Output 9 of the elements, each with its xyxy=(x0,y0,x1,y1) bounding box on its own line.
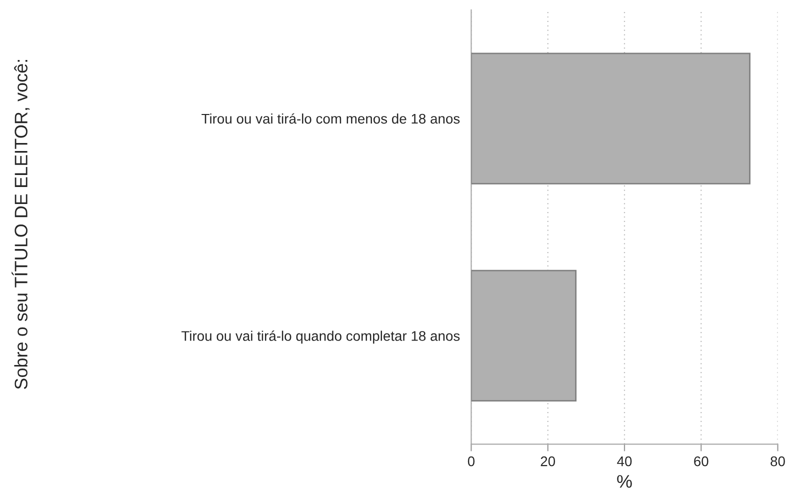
x-tick-label: 60 xyxy=(694,456,708,466)
y-tick-label: Tirou ou vai tirá-lo com menos de 18 anos xyxy=(202,113,460,124)
x-tick-label: 0 xyxy=(468,456,475,466)
x-tick-label: 40 xyxy=(617,456,632,466)
x-tick-label: 80 xyxy=(770,456,785,466)
text: Sobre o seu TÍTULO DE ELEITOR, você: xyxy=(12,60,30,390)
x-tick-label: 20 xyxy=(540,456,556,466)
x-axis-title: % xyxy=(617,475,632,488)
y-tick-label: Tirou ou vai tirá-lo quando completar 18 anos xyxy=(181,330,460,344)
